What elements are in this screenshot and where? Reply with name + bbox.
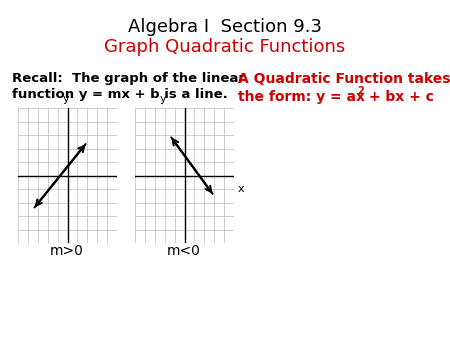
Text: Algebra I  Section 9.3: Algebra I Section 9.3 [128, 18, 322, 36]
Text: function y = mx + b is a line.: function y = mx + b is a line. [12, 88, 228, 101]
Text: y: y [159, 94, 166, 104]
Text: + bx + c: + bx + c [364, 90, 434, 104]
Text: the form: y = ax: the form: y = ax [238, 90, 365, 104]
Text: 2: 2 [357, 86, 364, 96]
Text: x: x [238, 184, 245, 194]
Text: y: y [62, 94, 69, 104]
Text: A Quadratic Function takes: A Quadratic Function takes [238, 72, 450, 86]
Text: m>0: m>0 [50, 244, 84, 258]
Text: Recall:  The graph of the linear: Recall: The graph of the linear [12, 72, 245, 85]
Text: Graph Quadratic Functions: Graph Quadratic Functions [104, 38, 346, 56]
Text: m<0: m<0 [167, 244, 201, 258]
